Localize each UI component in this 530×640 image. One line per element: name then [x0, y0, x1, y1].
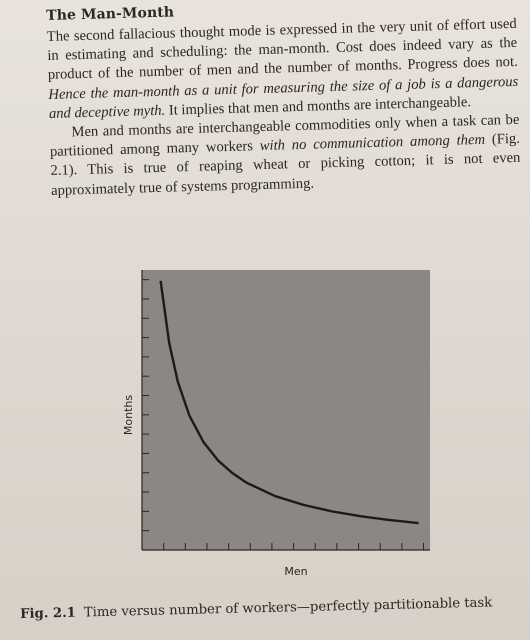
paragraph-2: Men and months are interchangeable commo…	[49, 111, 521, 201]
text-block: The Man-Month The second fallacious thou…	[46, 0, 521, 201]
figure-label: Fig. 2.1	[20, 605, 77, 622]
plot-area	[142, 270, 430, 550]
figure-chart: Men Months	[90, 262, 440, 592]
x-axis-ticks	[163, 543, 425, 550]
chart-svg: Men Months	[122, 270, 430, 578]
figure-caption-text: Time versus number of workers—perfectly …	[83, 595, 493, 621]
paragraph-1: The second fallacious thought mode is ex…	[47, 15, 519, 124]
figure-caption: Fig. 2.1 Time versus number of workers—pe…	[20, 595, 530, 622]
p1-text-a: The second fallacious thought mode is ex…	[46, 15, 518, 84]
y-axis-ticks	[142, 279, 149, 532]
x-axis-label: Men	[284, 565, 307, 578]
y-axis-label: Months	[122, 395, 135, 435]
series-line	[159, 280, 419, 525]
